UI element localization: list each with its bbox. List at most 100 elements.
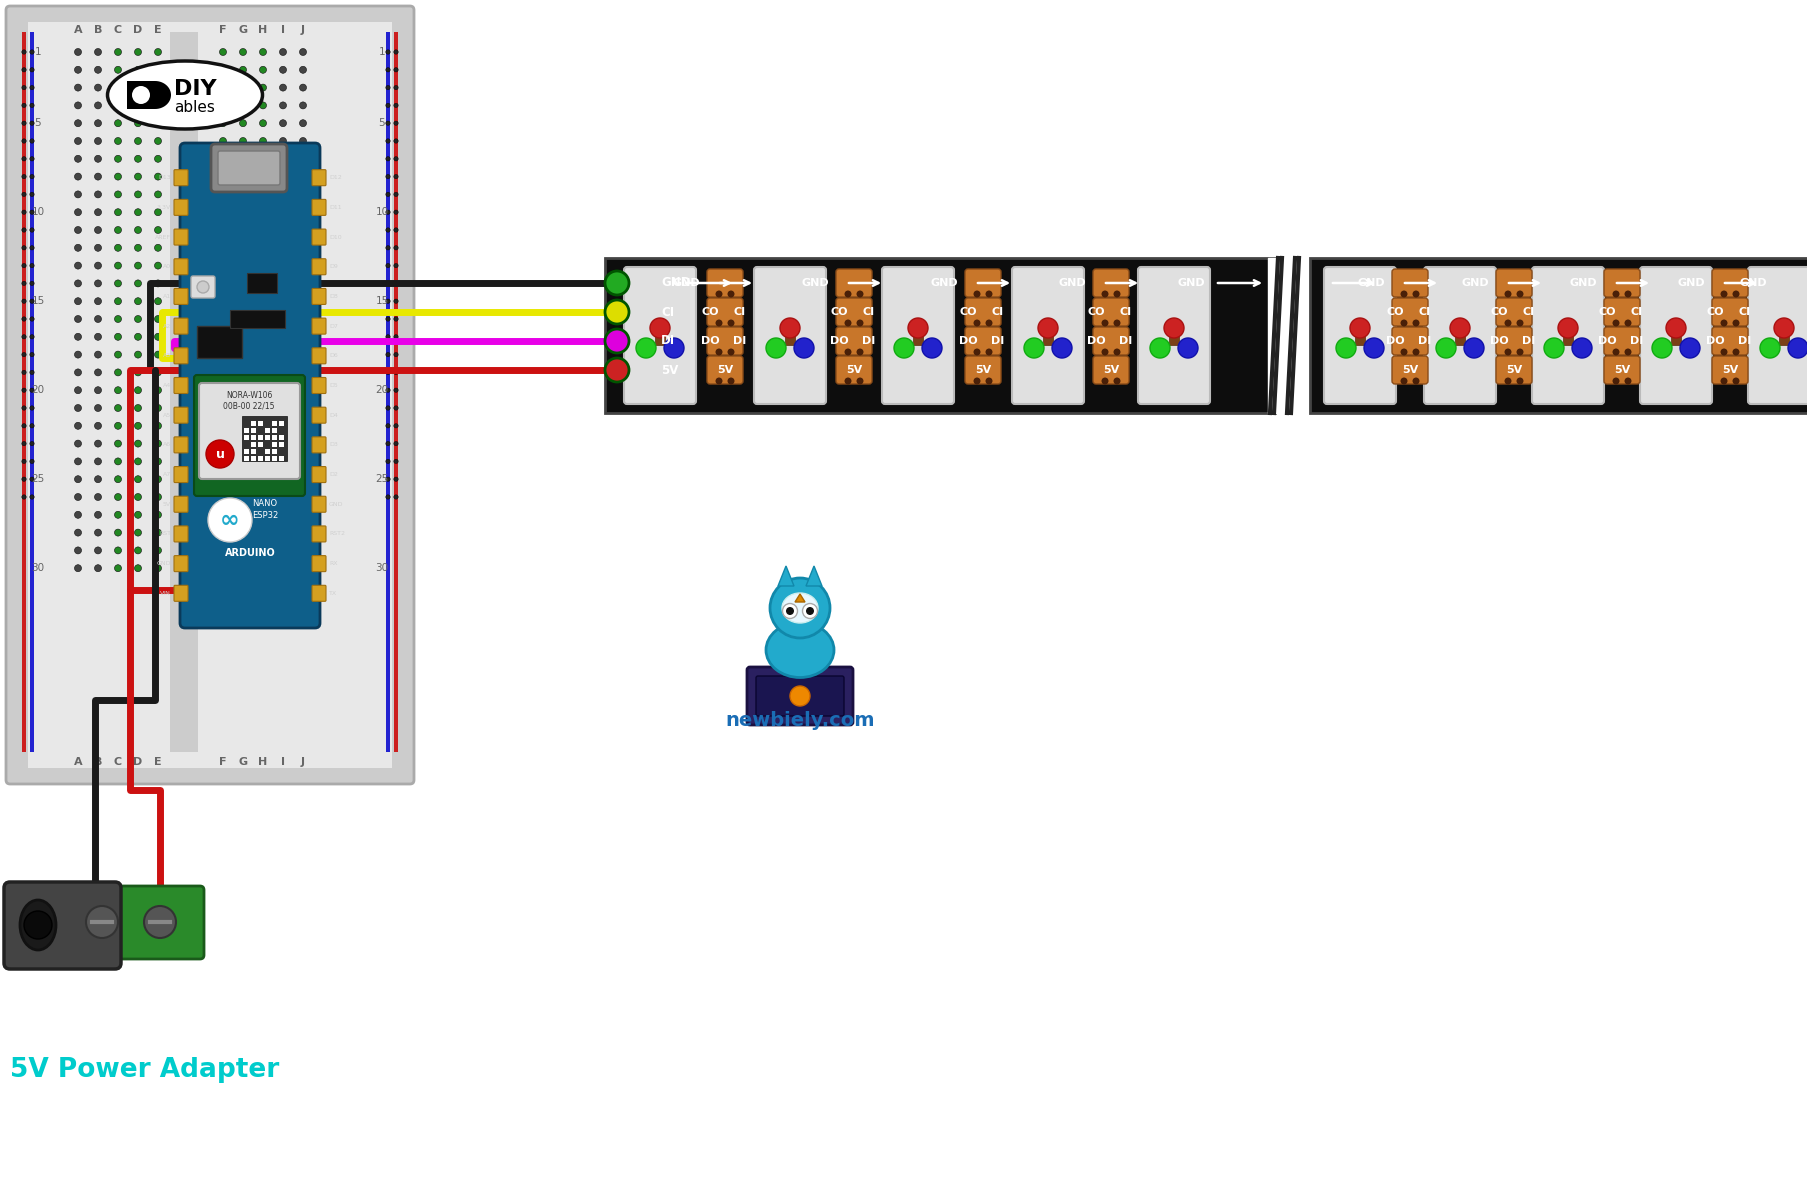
Text: D9: D9 <box>329 264 338 269</box>
Circle shape <box>94 475 101 482</box>
Bar <box>22 32 25 752</box>
Bar <box>271 456 276 461</box>
Circle shape <box>394 263 398 268</box>
Bar <box>266 456 269 461</box>
Circle shape <box>280 334 286 341</box>
FancyBboxPatch shape <box>1711 326 1747 355</box>
Circle shape <box>134 404 141 412</box>
FancyBboxPatch shape <box>173 199 188 215</box>
Circle shape <box>94 368 101 376</box>
Circle shape <box>22 424 25 428</box>
Circle shape <box>74 316 81 323</box>
Circle shape <box>74 493 81 500</box>
Circle shape <box>114 245 121 251</box>
Circle shape <box>605 271 629 295</box>
Circle shape <box>394 156 398 161</box>
Text: DIY: DIY <box>173 79 217 98</box>
Text: 5V: 5V <box>974 365 990 374</box>
FancyBboxPatch shape <box>173 259 188 275</box>
FancyBboxPatch shape <box>173 318 188 334</box>
Circle shape <box>280 227 286 234</box>
Text: DI: DI <box>862 336 875 346</box>
Circle shape <box>114 191 121 198</box>
Circle shape <box>260 173 266 180</box>
Circle shape <box>605 329 629 353</box>
Circle shape <box>857 319 864 326</box>
Circle shape <box>114 529 121 536</box>
Text: newbiely.com: newbiely.com <box>219 522 322 618</box>
Text: F: F <box>219 757 226 767</box>
Circle shape <box>74 440 81 448</box>
Circle shape <box>260 404 266 412</box>
Circle shape <box>716 348 723 355</box>
Circle shape <box>114 138 121 144</box>
Circle shape <box>300 138 307 144</box>
Circle shape <box>1449 318 1469 338</box>
Circle shape <box>260 102 266 109</box>
Text: D7: D7 <box>329 324 338 329</box>
FancyBboxPatch shape <box>1494 298 1531 326</box>
Circle shape <box>219 565 226 571</box>
Circle shape <box>22 49 25 54</box>
Circle shape <box>114 458 121 464</box>
Circle shape <box>1664 318 1686 338</box>
Circle shape <box>29 121 34 126</box>
Text: GND: GND <box>802 278 829 288</box>
Circle shape <box>134 280 141 287</box>
FancyBboxPatch shape <box>5 6 414 784</box>
Circle shape <box>219 280 226 287</box>
Circle shape <box>114 493 121 500</box>
FancyBboxPatch shape <box>181 143 320 628</box>
Text: 30: 30 <box>31 563 45 574</box>
Circle shape <box>154 298 161 305</box>
Text: CO: CO <box>1386 307 1402 317</box>
Circle shape <box>300 352 307 358</box>
FancyBboxPatch shape <box>193 374 305 496</box>
Circle shape <box>385 353 390 356</box>
Circle shape <box>239 84 246 91</box>
Text: D: D <box>134 757 143 767</box>
Circle shape <box>726 378 734 384</box>
Circle shape <box>239 422 246 430</box>
Circle shape <box>29 85 34 90</box>
FancyBboxPatch shape <box>835 298 871 326</box>
Circle shape <box>134 529 141 536</box>
Circle shape <box>1624 348 1630 355</box>
Circle shape <box>300 368 307 376</box>
Circle shape <box>239 102 246 109</box>
FancyBboxPatch shape <box>313 378 325 394</box>
Circle shape <box>1411 319 1418 326</box>
Circle shape <box>802 604 817 618</box>
Text: 25: 25 <box>31 474 45 484</box>
Text: A2: A2 <box>163 324 172 329</box>
Circle shape <box>385 281 390 286</box>
Circle shape <box>134 120 141 127</box>
Polygon shape <box>795 594 804 602</box>
Circle shape <box>208 498 251 542</box>
Circle shape <box>94 565 101 571</box>
Circle shape <box>1113 378 1120 384</box>
Circle shape <box>29 424 34 428</box>
Text: DO: DO <box>1086 336 1104 346</box>
Circle shape <box>239 352 246 358</box>
Circle shape <box>29 49 34 54</box>
Circle shape <box>114 298 121 305</box>
Text: F: F <box>219 25 226 35</box>
Circle shape <box>134 493 141 500</box>
Circle shape <box>394 67 398 72</box>
Circle shape <box>1624 319 1630 326</box>
FancyBboxPatch shape <box>313 259 325 275</box>
Circle shape <box>94 155 101 162</box>
Bar <box>271 421 276 426</box>
Text: D2: D2 <box>329 472 338 478</box>
Circle shape <box>651 318 670 338</box>
Circle shape <box>260 227 266 234</box>
Circle shape <box>134 138 141 144</box>
Circle shape <box>300 66 307 73</box>
Circle shape <box>134 173 141 180</box>
FancyBboxPatch shape <box>1711 269 1747 296</box>
Circle shape <box>74 48 81 55</box>
Circle shape <box>94 458 101 464</box>
Circle shape <box>385 317 390 322</box>
Circle shape <box>1464 338 1484 358</box>
